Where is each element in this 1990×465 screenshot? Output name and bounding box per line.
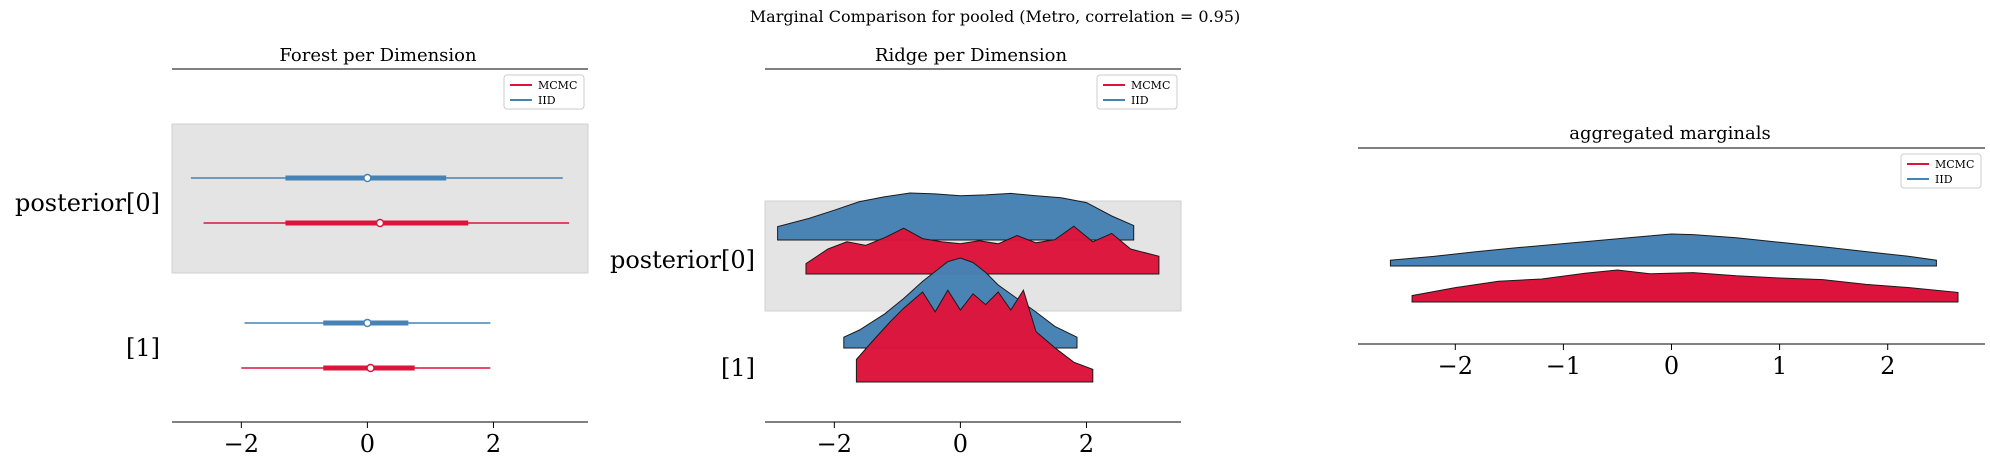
forest-row-label: posterior[0] bbox=[15, 189, 160, 217]
forest-plot-area: posterior[0] [1] −2 0 2 MCMC IID bbox=[15, 68, 589, 458]
ridge-row-label: [1] bbox=[721, 354, 755, 382]
ridge-row-label: posterior[0] bbox=[610, 246, 755, 274]
forest-legend-label: IID bbox=[538, 94, 556, 107]
aggregated-x-tick-label: −2 bbox=[1438, 352, 1473, 380]
forest-legend-label: MCMC bbox=[538, 79, 577, 92]
forest-x-tick-label: −2 bbox=[224, 430, 259, 458]
aggregated-density-area bbox=[1411, 269, 1959, 303]
ridge-density-area bbox=[777, 192, 1135, 241]
ridge-title: Ridge per Dimension bbox=[875, 45, 1068, 66]
forest-median-point bbox=[363, 173, 372, 183]
aggregated-x-tick-label: 0 bbox=[1664, 352, 1679, 380]
forest-row-band bbox=[171, 123, 589, 274]
forest-x-tick-label: 0 bbox=[360, 430, 375, 458]
aggregated-panel: aggregated marginals −2 −1 0 1 2 MCMC IID bbox=[1358, 123, 1985, 380]
forest-x-tick-label: 2 bbox=[486, 430, 501, 458]
aggregated-title: aggregated marginals bbox=[1569, 123, 1770, 144]
aggregated-plot-area: −2 −1 0 1 2 MCMC IID bbox=[1358, 147, 1985, 380]
ridge-x-tick-label: 0 bbox=[953, 430, 968, 458]
forest-median-point bbox=[366, 363, 375, 373]
forest-panel: Forest per Dimension posterior[0] [1] −2 0 2… bbox=[15, 45, 589, 458]
forest-median-point bbox=[363, 318, 372, 328]
figure-suptitle: Marginal Comparison for pooled (Metro, c… bbox=[750, 7, 1240, 26]
aggregated-x-tick-label: 1 bbox=[1772, 352, 1787, 380]
aggregated-x-tick-label: 2 bbox=[1880, 352, 1895, 380]
ridge-legend-label: IID bbox=[1131, 94, 1149, 107]
aggregated-density-area bbox=[1389, 233, 1937, 267]
forest-median-point bbox=[375, 218, 385, 228]
ridge-x-tick-label: 2 bbox=[1079, 430, 1094, 458]
ridge-panel: Ridge per Dimension posterior[0] [1] −2 0 2 M… bbox=[610, 45, 1182, 458]
ridge-density-area bbox=[805, 225, 1160, 275]
ridge-density-area bbox=[855, 289, 1094, 383]
aggregated-legend-label: IID bbox=[1935, 173, 1953, 186]
ridge-legend-label: MCMC bbox=[1131, 79, 1170, 92]
forest-row-label: [1] bbox=[126, 334, 160, 362]
aggregated-legend-label: MCMC bbox=[1935, 158, 1974, 171]
forest-title: Forest per Dimension bbox=[279, 45, 477, 66]
aggregated-x-tick-label: −1 bbox=[1546, 352, 1581, 380]
ridge-plot-area: posterior[0] [1] −2 0 2 MCMC IID bbox=[610, 68, 1182, 458]
ridge-x-tick-label: −2 bbox=[817, 430, 852, 458]
